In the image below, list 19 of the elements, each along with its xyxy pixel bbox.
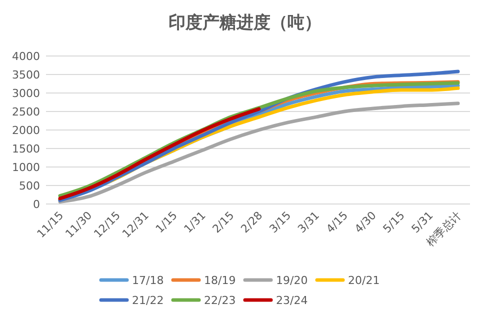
y-tick-label: 2000 [12, 124, 40, 137]
y-tick-label: 500 [19, 180, 40, 192]
y-tick-label: 0 [33, 198, 40, 211]
y-tick-label: 1000 [12, 161, 40, 174]
line-series [58, 102, 460, 204]
legend-label: 21/22 [132, 294, 164, 307]
y-tick-label: 4000 [12, 50, 40, 63]
y-tick-label: 3000 [12, 87, 40, 100]
legend-label: 22/23 [204, 294, 236, 307]
y-tick-label: 2500 [12, 106, 40, 118]
legend-label: 23/24 [276, 294, 308, 307]
y-tick-label: 3500 [12, 68, 40, 82]
legend-label: 20/21 [348, 274, 380, 287]
line-series [58, 107, 261, 200]
legend-label: 17/18 [132, 274, 164, 287]
legend-label: 18/19 [204, 274, 236, 287]
chart-title: 印度产糖进度（吨） [168, 13, 322, 33]
legend-label: 19/20 [276, 274, 308, 287]
y-tick-label: 1500 [12, 142, 40, 156]
